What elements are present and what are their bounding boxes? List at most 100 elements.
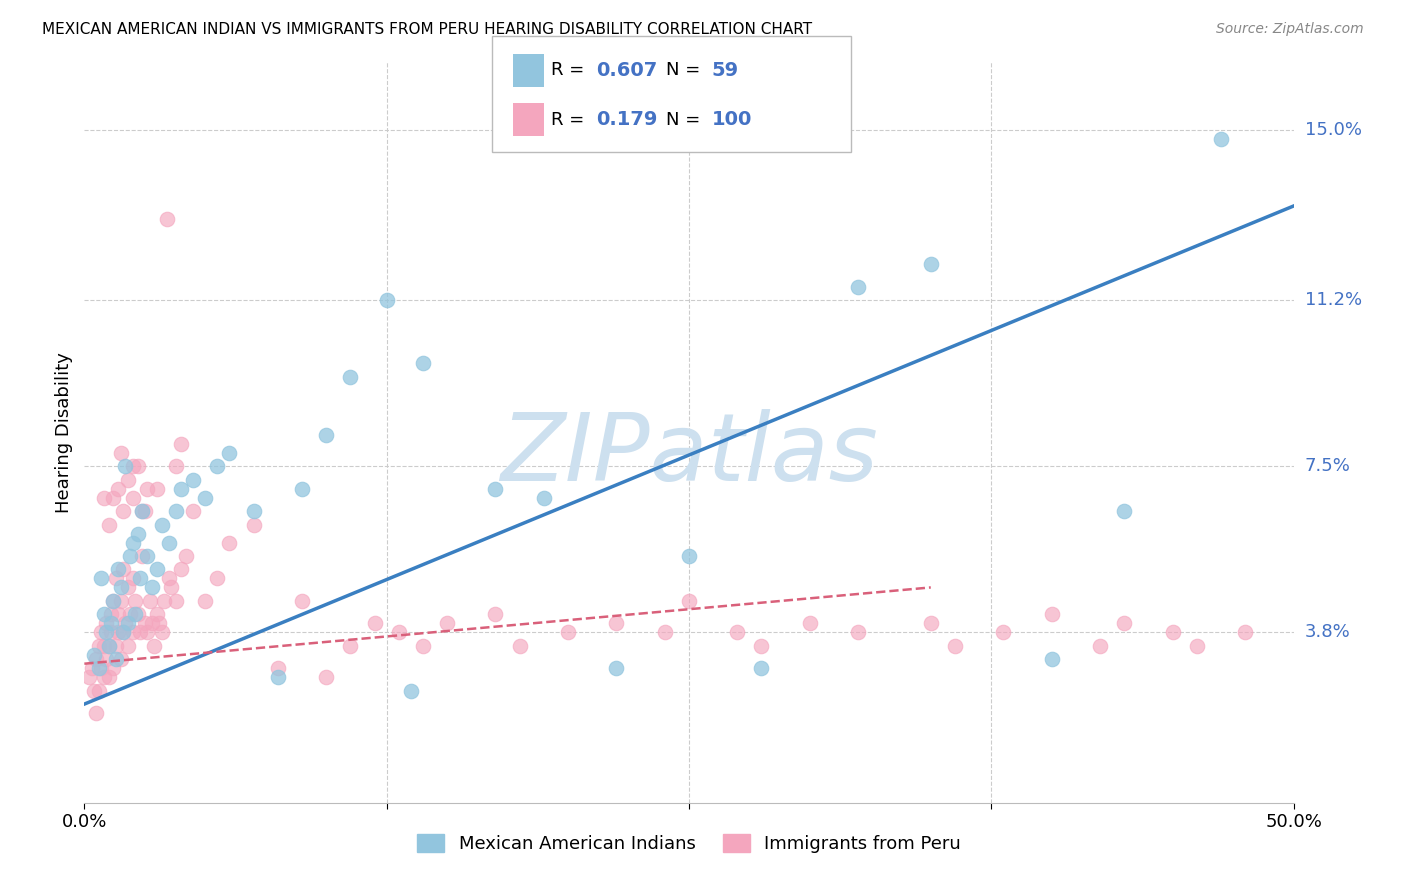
Point — [207, 459, 229, 474]
Point — [1209, 132, 1232, 146]
Point — [97, 670, 120, 684]
Point — [131, 549, 153, 563]
Point — [104, 639, 127, 653]
Point — [388, 625, 411, 640]
Point — [799, 616, 821, 631]
Point — [97, 639, 120, 653]
Point — [218, 446, 240, 460]
Point — [110, 446, 132, 460]
Point — [83, 683, 105, 698]
Point — [150, 517, 173, 532]
Point — [157, 535, 180, 549]
Text: 59: 59 — [711, 61, 738, 80]
Point — [146, 607, 169, 622]
Point — [114, 459, 136, 474]
Point — [131, 504, 153, 518]
Point — [1185, 639, 1208, 653]
Point — [375, 293, 398, 308]
Point — [127, 459, 149, 474]
Point — [127, 607, 149, 622]
Point — [267, 661, 290, 675]
Point — [112, 504, 135, 518]
Point — [509, 639, 531, 653]
Point — [114, 616, 136, 631]
Text: 0.179: 0.179 — [596, 110, 658, 129]
Point — [100, 616, 122, 631]
Point — [90, 571, 112, 585]
Point — [107, 562, 129, 576]
Point — [1040, 652, 1063, 666]
Point — [103, 594, 125, 608]
Y-axis label: Hearing Disability: Hearing Disability — [55, 352, 73, 513]
Point — [86, 652, 108, 666]
Point — [1161, 625, 1184, 640]
Point — [399, 683, 422, 698]
Point — [165, 594, 187, 608]
Point — [150, 625, 173, 640]
Point — [112, 562, 135, 576]
Point — [117, 616, 139, 631]
Point — [181, 473, 204, 487]
Point — [134, 504, 156, 518]
Text: 100: 100 — [711, 110, 752, 129]
Point — [160, 581, 183, 595]
Point — [120, 607, 142, 622]
Point — [153, 594, 176, 608]
Point — [117, 639, 139, 653]
Point — [1114, 504, 1136, 518]
Point — [484, 607, 506, 622]
Point — [103, 491, 125, 505]
Point — [94, 652, 117, 666]
Point — [605, 616, 627, 631]
Point — [87, 683, 110, 698]
Point — [83, 648, 105, 662]
Point — [121, 459, 143, 474]
Point — [104, 652, 127, 666]
Point — [121, 625, 143, 640]
Point — [148, 616, 170, 631]
Point — [136, 625, 159, 640]
Point — [141, 616, 163, 631]
Point — [218, 535, 240, 549]
Point — [97, 639, 120, 653]
Point — [242, 517, 264, 532]
Point — [103, 661, 125, 675]
Point — [110, 581, 132, 595]
Point — [993, 625, 1015, 640]
Point — [129, 625, 152, 640]
Point — [751, 639, 773, 653]
Text: Source: ZipAtlas.com: Source: ZipAtlas.com — [1216, 22, 1364, 37]
Point — [134, 616, 156, 631]
Point — [129, 571, 152, 585]
Point — [121, 571, 143, 585]
Point — [121, 535, 143, 549]
Point — [412, 356, 434, 370]
Point — [157, 571, 180, 585]
Point — [131, 504, 153, 518]
Point — [87, 639, 110, 653]
Point — [339, 639, 361, 653]
Point — [146, 482, 169, 496]
Point — [110, 652, 132, 666]
Point — [112, 625, 135, 640]
Point — [846, 280, 869, 294]
Point — [124, 594, 146, 608]
Point — [90, 625, 112, 640]
Point — [291, 594, 314, 608]
Point — [87, 661, 110, 675]
Point — [207, 571, 229, 585]
Point — [678, 594, 700, 608]
Text: ZIPatlas: ZIPatlas — [501, 409, 877, 500]
Point — [97, 517, 120, 532]
Point — [1040, 607, 1063, 622]
Point — [146, 562, 169, 576]
Point — [943, 639, 966, 653]
Text: R =: R = — [551, 62, 591, 79]
Point — [1114, 616, 1136, 631]
Point — [725, 625, 748, 640]
Text: 15.0%: 15.0% — [1305, 120, 1361, 139]
Point — [165, 459, 187, 474]
Point — [181, 504, 204, 518]
Point — [121, 491, 143, 505]
Text: N =: N = — [666, 62, 706, 79]
